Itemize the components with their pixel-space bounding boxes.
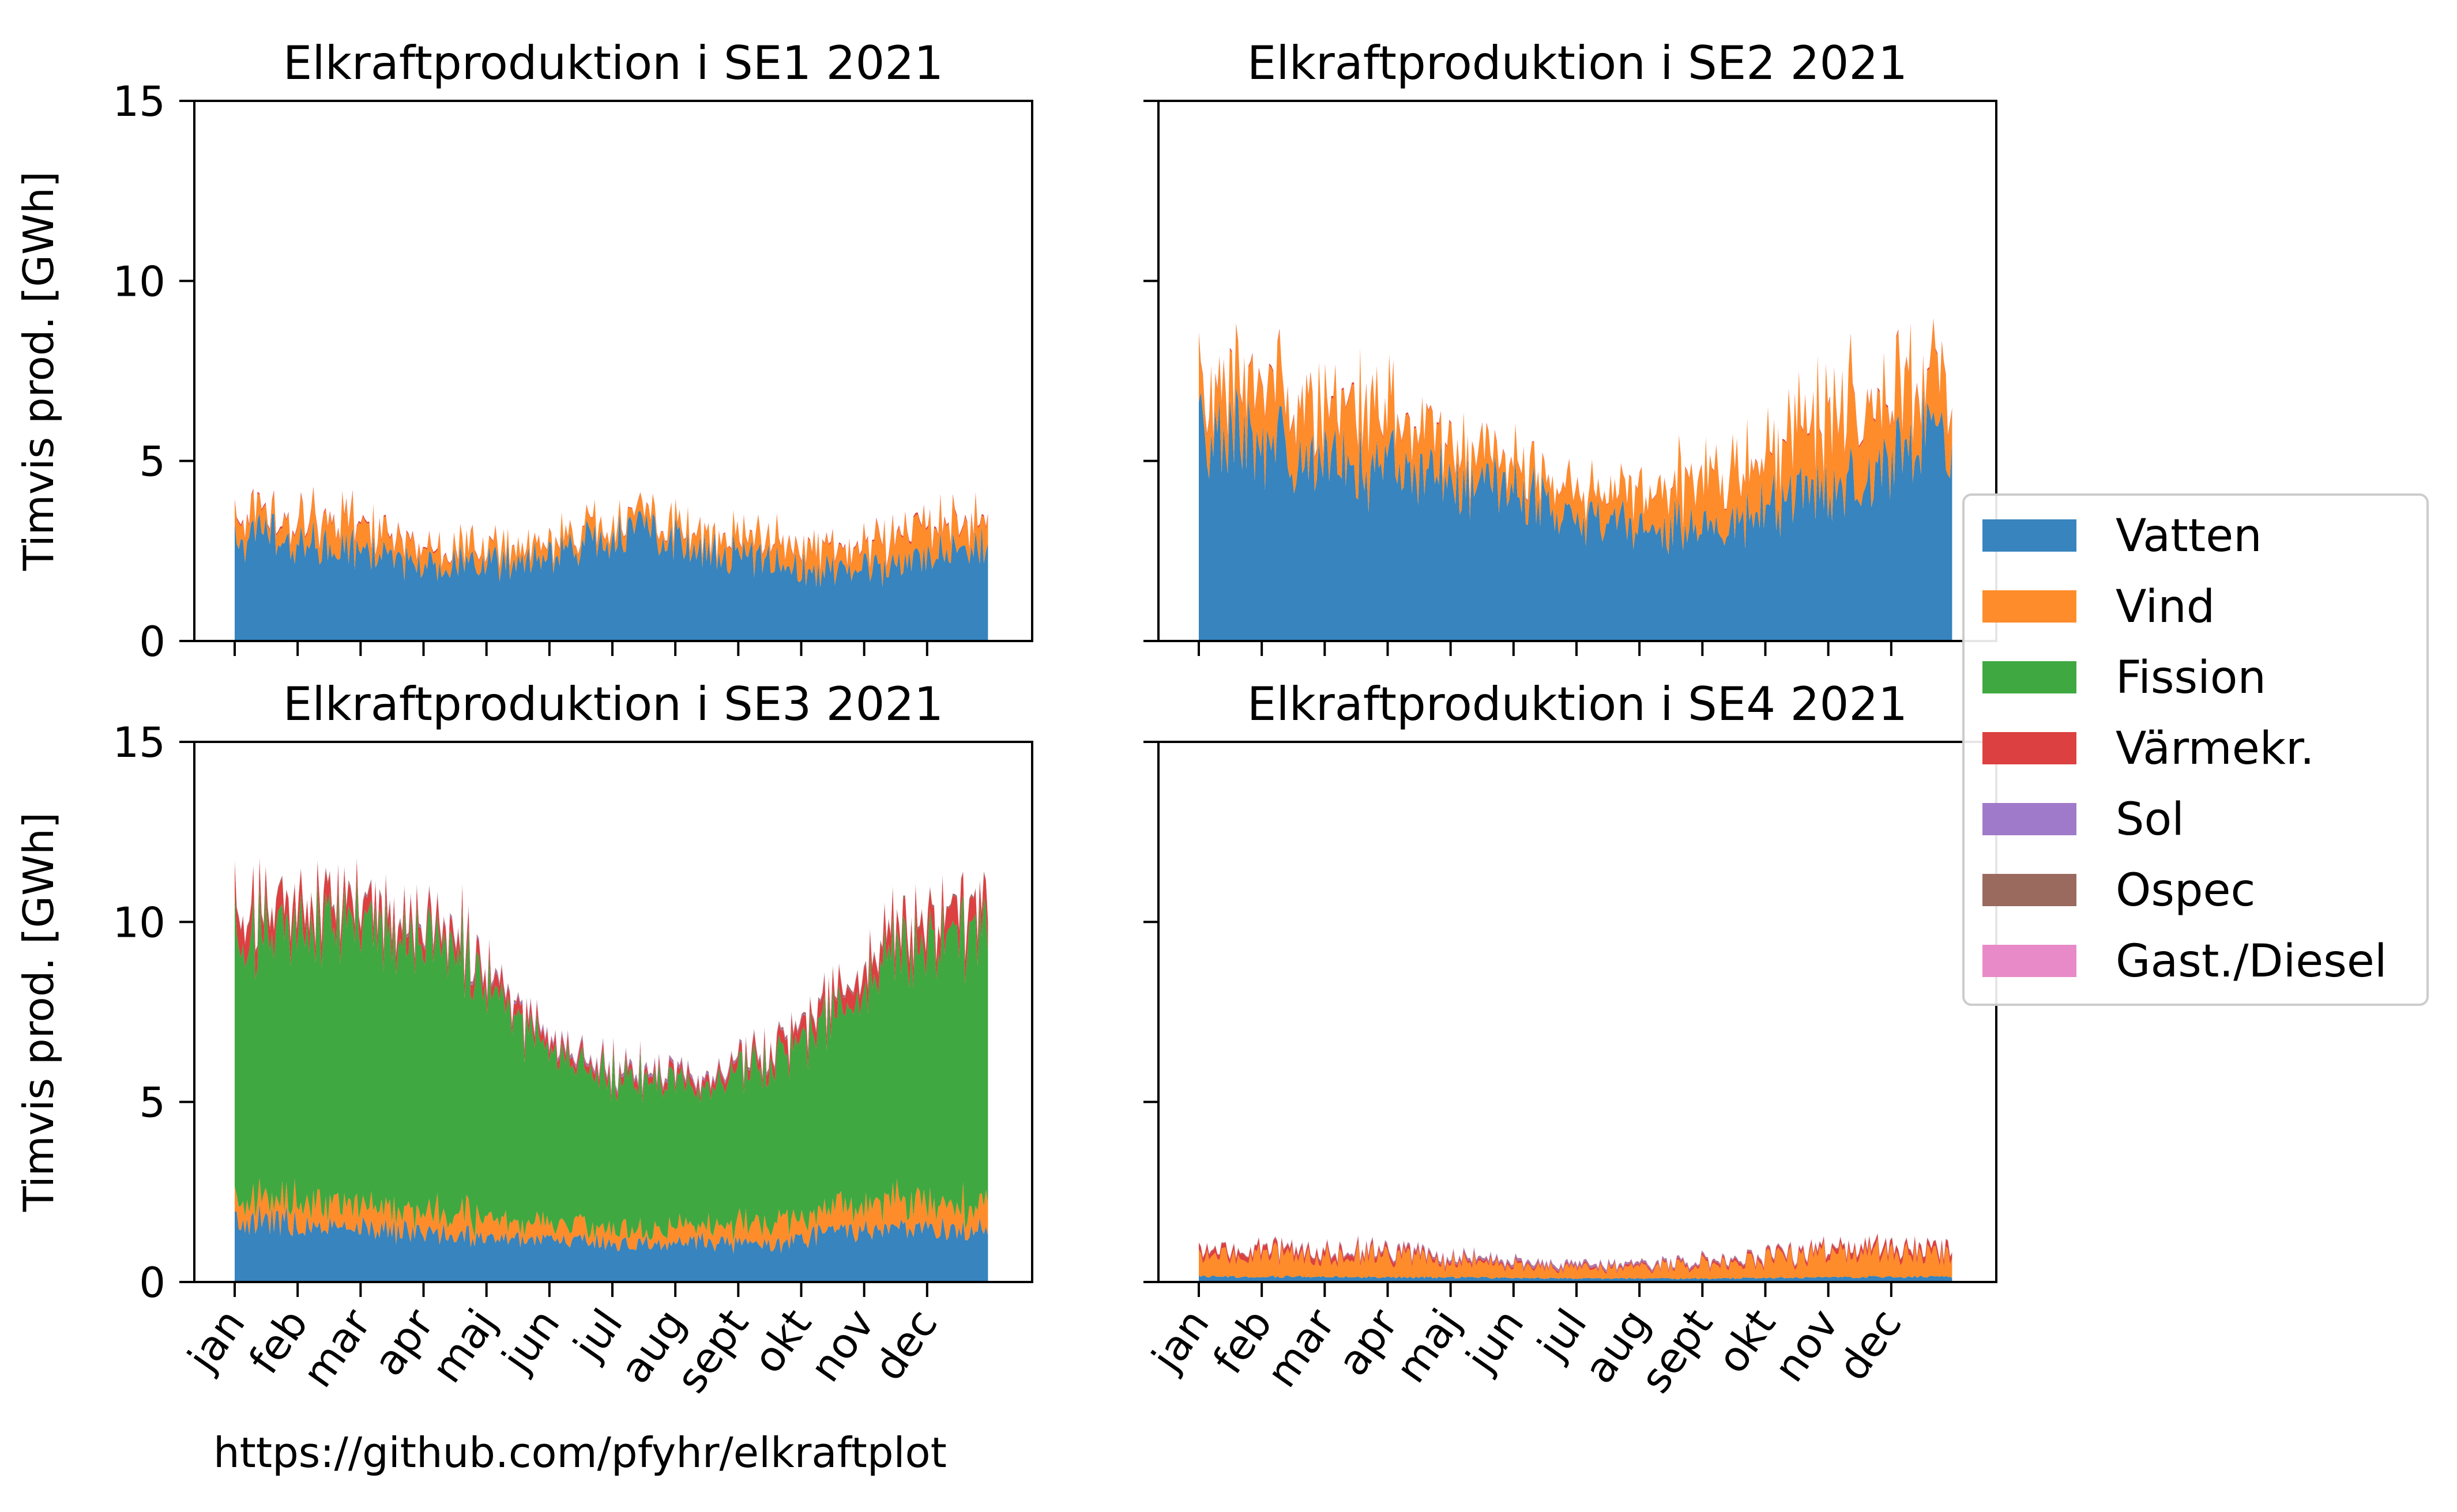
- panel-title: Elkraftproduktion i SE3 2021: [283, 677, 943, 731]
- legend-swatch: [1982, 945, 2076, 977]
- y-tick-label: 10: [112, 257, 165, 306]
- area-vatten: [235, 1204, 988, 1282]
- panel-se1: Elkraftproduktion i SE1 2021 0 5 10 15 Timvis…: [14, 36, 1033, 666]
- legend-label: Ospec: [2116, 865, 2255, 917]
- y-tick-label: 15: [112, 77, 165, 126]
- source-note: https://github.com/pfyhr/elkraftplot: [213, 1428, 947, 1477]
- y-tick-label: 5: [139, 1079, 165, 1127]
- area-vatten: [235, 511, 988, 641]
- y-tick-label: 0: [139, 1258, 165, 1307]
- legend: Vatten Vind Fission Värmekr. Sol Ospec Gast./D…: [1962, 493, 2429, 1006]
- legend-swatch: [1982, 803, 2076, 835]
- y-tick-label: 15: [112, 718, 165, 767]
- legend-frame: [1962, 493, 2429, 1006]
- area-sol: [1199, 1234, 1952, 1273]
- area-vatten: [1199, 1275, 1952, 1282]
- panel-se2: Elkraftproduktion i SE2 2021: [1143, 36, 1997, 656]
- area-vind: [1199, 1238, 1952, 1280]
- area-vind: [1199, 320, 1952, 555]
- legend-label: Vind: [2116, 581, 2215, 633]
- panel-title: Elkraftproduktion i SE2 2021: [1247, 36, 1907, 90]
- legend-label: Sol: [2116, 794, 2184, 846]
- area-värmekr-: [1199, 1234, 1952, 1275]
- y-tick-label: 5: [139, 438, 165, 486]
- y-axis-label: Timvis prod. [GWh]: [14, 171, 63, 571]
- area-vatten: [1199, 387, 1952, 641]
- area-vind: [235, 1178, 988, 1254]
- y-axis-label: Timvis prod. [GWh]: [14, 812, 63, 1212]
- legend-label: Vatten: [2116, 510, 2262, 562]
- legend-label: Gast./Diesel: [2116, 936, 2387, 987]
- legend-swatch: [1982, 519, 2076, 552]
- area-fission: [235, 878, 988, 1242]
- area-vind: [235, 488, 988, 587]
- legend-swatch: [1982, 661, 2076, 693]
- panel-title: Elkraftproduktion i SE1 2021: [283, 36, 943, 90]
- legend-label: Fission: [2116, 652, 2266, 704]
- y-tick-label: 0: [139, 617, 165, 666]
- legend-swatch: [1982, 590, 2076, 623]
- y-tick-label: 10: [112, 898, 165, 947]
- panel-title: Elkraftproduktion i SE4 2021: [1247, 677, 1907, 731]
- legend-swatch: [1982, 874, 2076, 906]
- legend-label: Värmekr.: [2116, 723, 2315, 775]
- legend-swatch: [1982, 732, 2076, 764]
